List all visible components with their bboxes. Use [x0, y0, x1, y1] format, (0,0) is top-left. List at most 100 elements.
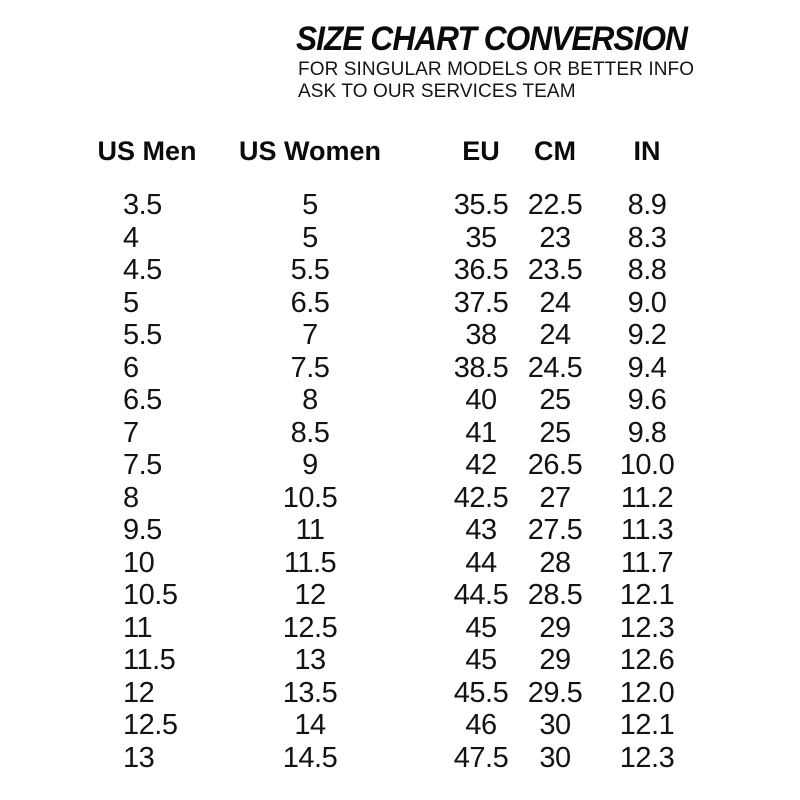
- table-cell-value: 6: [123, 351, 139, 384]
- table-cell: 25: [536, 384, 574, 417]
- table-cell-value: 8.9: [627, 189, 667, 221]
- table-row: 4 5 35 23 8.3: [100, 222, 720, 255]
- table-cell: 12.0: [574, 677, 720, 710]
- table-cell: 5.5: [194, 254, 426, 287]
- table-cell-value: 14: [294, 709, 326, 741]
- table-cell: 9.6: [574, 384, 720, 417]
- table-cell-value: 9.2: [627, 319, 667, 351]
- table-cell: 9.5: [100, 514, 194, 547]
- table-cell-value: 27.5: [527, 514, 583, 546]
- table-cell: 7: [100, 417, 194, 450]
- table-cell: 11.3: [574, 514, 720, 547]
- table-cell: 5: [100, 287, 194, 320]
- table-cell: 29: [536, 612, 574, 645]
- table-cell: 24: [536, 319, 574, 352]
- table-cell: 37.5: [426, 287, 536, 320]
- table-cell-value: 11.3: [620, 514, 674, 546]
- subtitle: FOR SINGULAR MODELS OR BETTER INFO ASK T…: [298, 59, 694, 103]
- table-cell: 38: [426, 319, 536, 352]
- table-cell-value: 8.3: [627, 221, 667, 254]
- table-cell: 45.5: [426, 677, 536, 710]
- table-cell-value: 45: [465, 611, 497, 644]
- table-cell-value: 25: [539, 384, 571, 416]
- column-header: US Women: [194, 135, 426, 167]
- table-cell: 7: [194, 319, 426, 352]
- table-cell-value: 9.5: [123, 514, 162, 546]
- table-cell-value: 9.8: [627, 416, 667, 449]
- table-cell-value: 13.5: [282, 676, 338, 709]
- table-cell-value: 24.5: [527, 351, 583, 384]
- table-cell-value: 42: [465, 449, 497, 481]
- table-cell-value: 12.3: [619, 611, 675, 644]
- table-cell: 13.5: [194, 677, 426, 710]
- table-row: 3.5 5 35.5 22.5 8.9: [100, 189, 720, 222]
- table-cell: 12.5: [194, 612, 426, 645]
- subtitle-line-1: FOR SINGULAR MODELS OR BETTER INFO: [298, 59, 695, 80]
- table-cell-value: 41: [465, 416, 497, 449]
- table-row: 6 7.5 38.5 24.5 9.4: [100, 352, 720, 385]
- table-cell-value: 38.5: [453, 351, 509, 384]
- table-cell: 24: [536, 287, 574, 320]
- table-cell: 26.5: [528, 449, 583, 482]
- table-row: 13 14.5 47.5 30 12.3: [100, 742, 720, 775]
- table-cell: 10.0: [574, 449, 720, 482]
- table-cell: 9.4: [574, 352, 720, 385]
- table-row: 12 13.5 45.5 29.5 12.0: [100, 677, 720, 710]
- table-cell-value: 8.5: [290, 416, 330, 449]
- table-cell-value: 12: [294, 579, 326, 611]
- table-cell-value: 11: [123, 611, 153, 644]
- page-title: SIZE CHART CONVERSION: [296, 20, 688, 58]
- table-cell-value: 3.5: [123, 189, 162, 221]
- table-cell: 14: [194, 709, 426, 742]
- table-cell-value: 12.1: [619, 579, 675, 611]
- table-row: 11.5 13 45 29 12.6: [100, 644, 720, 677]
- table-cell-value: 12.6: [619, 644, 675, 676]
- table-cell: 7.5: [194, 352, 426, 385]
- table-cell: 23.5: [528, 254, 583, 287]
- table-cell: 8.9: [574, 189, 720, 222]
- table-row: 9.5 11 43 27.5 11.3: [100, 514, 720, 547]
- table-cell-value: 22.5: [527, 189, 583, 221]
- table-cell-value: 9.6: [627, 384, 667, 416]
- table-cell-value: 45.5: [453, 676, 509, 709]
- table-cell-value: 6.5: [290, 286, 330, 319]
- column-header: IN: [574, 135, 720, 167]
- table-cell-value: 37.5: [453, 286, 509, 319]
- table-cell: 30: [536, 742, 574, 775]
- column-header: CM: [534, 135, 576, 167]
- table-cell: 10.5: [100, 579, 194, 612]
- table-cell-value: 5.5: [123, 319, 162, 351]
- column-header-label: US Men: [97, 135, 197, 166]
- table-cell: 28: [536, 547, 574, 580]
- column-header: US Men: [97, 135, 197, 167]
- table-cell-value: 24: [539, 286, 571, 319]
- table-cell-value: 5: [123, 286, 139, 319]
- size-conversion-table: US Men US Women EU CM IN 3.5 5 35.5 22.5 8.9 4 5 35…: [97, 135, 720, 774]
- table-cell: 11.7: [574, 547, 720, 580]
- table-cell-value: 45: [465, 644, 497, 676]
- table-cell-value: 24: [539, 319, 571, 351]
- column-header-label: CM: [534, 135, 576, 166]
- table-cell: 12: [100, 677, 194, 710]
- table-cell-value: 9.4: [627, 351, 667, 384]
- table-cell: 12.1: [574, 579, 720, 612]
- table-cell: 27.5: [528, 514, 583, 547]
- table-cell-value: 8.8: [627, 254, 667, 286]
- table-cell-value: 44.5: [453, 579, 509, 611]
- table-cell-value: 30: [539, 741, 571, 774]
- table-cell: 11.5: [100, 644, 194, 677]
- column-header-label: US Women: [238, 135, 381, 166]
- table-row: 7 8.5 41 25 9.8: [100, 417, 720, 450]
- subtitle-line-2: ASK TO OUR SERVICES TEAM: [298, 81, 576, 102]
- table-cell: 45: [426, 644, 536, 677]
- table-cell-value: 7.5: [123, 449, 162, 481]
- table-cell-value: 35: [465, 221, 497, 254]
- table-cell: 23: [536, 222, 574, 255]
- table-body: 3.5 5 35.5 22.5 8.9 4 5 35 23 8.3 4.5 5.5 36.5 23.5 8.…: [100, 189, 720, 774]
- table-cell-value: 28: [539, 546, 571, 579]
- table-cell-value: 12.1: [619, 709, 675, 741]
- table-cell: 12.1: [574, 709, 720, 742]
- table-cell-value: 27: [539, 481, 571, 514]
- table-cell: 8.5: [194, 417, 426, 450]
- table-cell: 4.5: [100, 254, 194, 287]
